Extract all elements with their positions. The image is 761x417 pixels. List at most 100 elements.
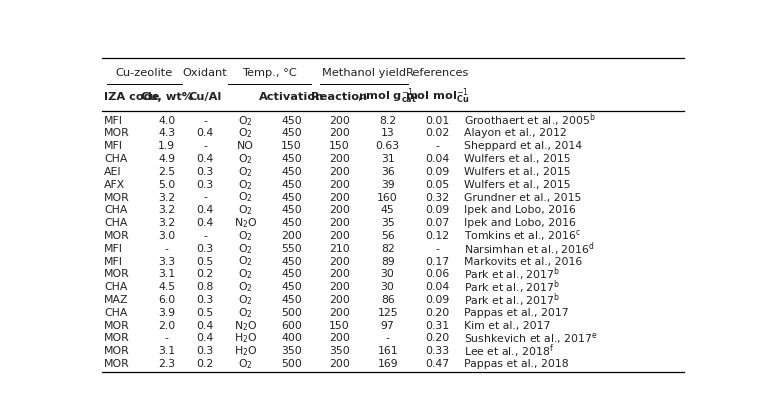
- Text: 0.07: 0.07: [425, 218, 449, 228]
- Text: O$_\mathregular{2}$: O$_\mathregular{2}$: [238, 127, 253, 141]
- Text: 0.4: 0.4: [196, 218, 214, 228]
- Text: 450: 450: [281, 282, 302, 292]
- Text: 450: 450: [281, 205, 302, 215]
- Text: CHA: CHA: [104, 308, 127, 318]
- Text: 0.4: 0.4: [196, 128, 214, 138]
- Text: Cu/Al: Cu/Al: [189, 92, 221, 102]
- Text: 200: 200: [281, 231, 302, 241]
- Text: Oxidant: Oxidant: [183, 68, 228, 78]
- Text: 0.33: 0.33: [425, 346, 449, 356]
- Text: O$_\mathregular{2}$: O$_\mathregular{2}$: [238, 357, 253, 371]
- Text: 450: 450: [281, 256, 302, 266]
- Text: CHA: CHA: [104, 282, 127, 292]
- Text: 125: 125: [377, 308, 398, 318]
- Text: N$_\mathregular{2}$O: N$_\mathregular{2}$O: [234, 319, 257, 332]
- Text: References: References: [406, 68, 469, 78]
- Text: 0.2: 0.2: [196, 359, 214, 369]
- Text: O$_\mathregular{2}$: O$_\mathregular{2}$: [238, 280, 253, 294]
- Text: MOR: MOR: [104, 359, 129, 369]
- Text: 2.0: 2.0: [158, 321, 175, 331]
- Text: 0.31: 0.31: [425, 321, 449, 331]
- Text: 450: 450: [281, 218, 302, 228]
- Text: MOR: MOR: [104, 269, 129, 279]
- Text: 0.02: 0.02: [425, 128, 449, 138]
- Text: 450: 450: [281, 193, 302, 203]
- Text: 3.0: 3.0: [158, 231, 175, 241]
- Text: O$_\mathregular{2}$: O$_\mathregular{2}$: [238, 255, 253, 269]
- Text: Tomkins et al., 2016$^\mathregular{c}$: Tomkins et al., 2016$^\mathregular{c}$: [463, 229, 581, 244]
- Text: 550: 550: [281, 244, 302, 254]
- Text: 0.09: 0.09: [425, 205, 449, 215]
- Text: 200: 200: [329, 231, 350, 241]
- Text: Pappas et al., 2017: Pappas et al., 2017: [463, 308, 568, 318]
- Text: 350: 350: [281, 346, 302, 356]
- Text: -: -: [435, 244, 439, 254]
- Text: CHA: CHA: [104, 218, 127, 228]
- Text: -: -: [165, 244, 169, 254]
- Text: 3.2: 3.2: [158, 205, 175, 215]
- Text: Sheppard et al., 2014: Sheppard et al., 2014: [463, 141, 582, 151]
- Text: 3.1: 3.1: [158, 346, 175, 356]
- Text: 89: 89: [380, 256, 394, 266]
- Text: 0.32: 0.32: [425, 193, 449, 203]
- Text: 160: 160: [377, 193, 398, 203]
- Text: Reaction: Reaction: [311, 92, 368, 102]
- Text: 350: 350: [329, 346, 349, 356]
- Text: 0.3: 0.3: [196, 167, 214, 177]
- Text: 450: 450: [281, 295, 302, 305]
- Text: Ipek and Lobo, 2016: Ipek and Lobo, 2016: [463, 218, 575, 228]
- Text: -: -: [203, 193, 207, 203]
- Text: CHA: CHA: [104, 205, 127, 215]
- Text: 200: 200: [329, 308, 350, 318]
- Text: 200: 200: [329, 295, 350, 305]
- Text: 0.5: 0.5: [196, 256, 214, 266]
- Text: O$_\mathregular{2}$: O$_\mathregular{2}$: [238, 203, 253, 217]
- Text: Cu, wt%: Cu, wt%: [141, 92, 193, 102]
- Text: $\mu$mol g$_\mathregular{cat}^{-1}$: $\mu$mol g$_\mathregular{cat}^{-1}$: [358, 87, 417, 106]
- Text: 35: 35: [380, 218, 394, 228]
- Text: 450: 450: [281, 154, 302, 164]
- Text: Alayon et al., 2012: Alayon et al., 2012: [463, 128, 566, 138]
- Text: 4.0: 4.0: [158, 116, 175, 126]
- Text: 30: 30: [380, 282, 395, 292]
- Text: 56: 56: [380, 231, 394, 241]
- Text: AEI: AEI: [104, 167, 122, 177]
- Text: Pappas et al., 2018: Pappas et al., 2018: [463, 359, 568, 369]
- Text: 200: 200: [329, 128, 350, 138]
- Text: 0.20: 0.20: [425, 308, 449, 318]
- Text: 36: 36: [380, 167, 394, 177]
- Text: 86: 86: [380, 295, 394, 305]
- Text: 0.8: 0.8: [196, 282, 214, 292]
- Text: 0.12: 0.12: [425, 231, 449, 241]
- Text: Activation: Activation: [259, 92, 324, 102]
- Text: 0.09: 0.09: [425, 167, 449, 177]
- Text: MOR: MOR: [104, 231, 129, 241]
- Text: Park et al., 2017$^\mathregular{b}$: Park et al., 2017$^\mathregular{b}$: [463, 279, 560, 296]
- Text: 45: 45: [380, 205, 394, 215]
- Text: 161: 161: [377, 346, 398, 356]
- Text: 2.5: 2.5: [158, 167, 175, 177]
- Text: N$_\mathregular{2}$O: N$_\mathregular{2}$O: [234, 216, 257, 230]
- Text: 4.3: 4.3: [158, 128, 175, 138]
- Text: O$_\mathregular{2}$: O$_\mathregular{2}$: [238, 242, 253, 256]
- Text: 150: 150: [329, 321, 349, 331]
- Text: MFI: MFI: [104, 141, 123, 151]
- Text: -: -: [203, 231, 207, 241]
- Text: 500: 500: [281, 359, 302, 369]
- Text: Markovits et al., 2016: Markovits et al., 2016: [463, 256, 582, 266]
- Text: 0.05: 0.05: [425, 180, 449, 190]
- Text: 0.3: 0.3: [196, 244, 214, 254]
- Text: 0.63: 0.63: [376, 141, 400, 151]
- Text: 5.0: 5.0: [158, 180, 175, 190]
- Text: O$_\mathregular{2}$: O$_\mathregular{2}$: [238, 229, 253, 243]
- Text: MAZ: MAZ: [104, 295, 129, 305]
- Text: MOR: MOR: [104, 193, 129, 203]
- Text: 200: 200: [329, 218, 350, 228]
- Text: O$_\mathregular{2}$: O$_\mathregular{2}$: [238, 165, 253, 179]
- Text: AFX: AFX: [104, 180, 126, 190]
- Text: Cu-zeolite: Cu-zeolite: [116, 68, 173, 78]
- Text: MOR: MOR: [104, 334, 129, 344]
- Text: 0.3: 0.3: [196, 346, 214, 356]
- Text: Wulfers et al., 2015: Wulfers et al., 2015: [463, 167, 570, 177]
- Text: MFI: MFI: [104, 116, 123, 126]
